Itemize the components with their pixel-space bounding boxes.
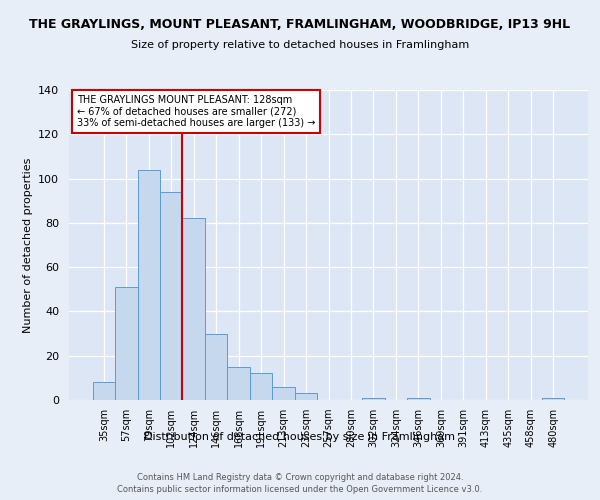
Bar <box>182 218 205 400</box>
Bar <box>92 382 115 400</box>
Text: Size of property relative to detached houses in Framlingham: Size of property relative to detached ho… <box>131 40 469 50</box>
Bar <box>205 334 227 400</box>
Bar <box>250 374 272 400</box>
Text: Contains public sector information licensed under the Open Government Licence v3: Contains public sector information licen… <box>118 485 482 494</box>
Bar <box>295 394 317 400</box>
Bar <box>407 398 430 400</box>
Text: THE GRAYLINGS MOUNT PLEASANT: 128sqm
← 67% of detached houses are smaller (272)
: THE GRAYLINGS MOUNT PLEASANT: 128sqm ← 6… <box>77 94 315 128</box>
Text: Distribution of detached houses by size in Framlingham: Distribution of detached houses by size … <box>145 432 455 442</box>
Bar <box>542 398 565 400</box>
Bar <box>227 367 250 400</box>
Y-axis label: Number of detached properties: Number of detached properties <box>23 158 32 332</box>
Bar <box>137 170 160 400</box>
Bar <box>362 398 385 400</box>
Bar <box>272 386 295 400</box>
Text: THE GRAYLINGS, MOUNT PLEASANT, FRAMLINGHAM, WOODBRIDGE, IP13 9HL: THE GRAYLINGS, MOUNT PLEASANT, FRAMLINGH… <box>29 18 571 30</box>
Bar <box>160 192 182 400</box>
Text: Contains HM Land Registry data © Crown copyright and database right 2024.: Contains HM Land Registry data © Crown c… <box>137 472 463 482</box>
Bar <box>115 287 137 400</box>
